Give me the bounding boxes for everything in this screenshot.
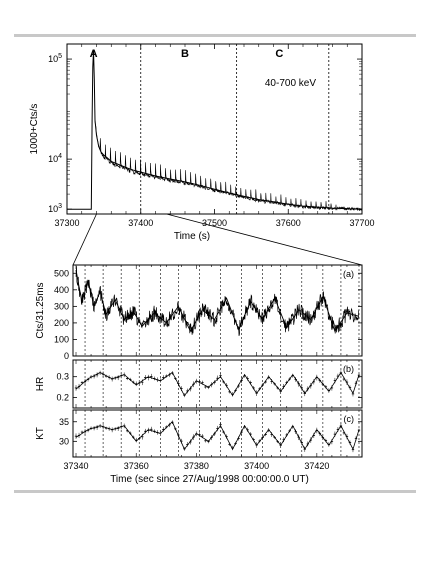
panel-c-temperature: 30 35 (c) KT 37340 37360 37380 37400 37420 Time (…: [35, 409, 363, 485]
bottom-x-tick-label: 37380: [184, 461, 209, 471]
panel-b-hardness-ratio: 0.2 0.3 (b) HR: [35, 359, 363, 409]
panel-a-y-tick-label: 0: [64, 351, 69, 361]
top-y-tick-base: 10: [48, 154, 58, 164]
bottom-border-rule: [14, 490, 416, 493]
top-light-curve-oscillations: [94, 121, 362, 211]
top-y-tick-base: 10: [48, 54, 58, 64]
panel-a-count-rate: 0 100 200 300 400 500 (a) Cts/31.25ms: [35, 264, 363, 361]
bottom-x-tick-label: 37360: [124, 461, 149, 471]
top-y-axis-title: 1000+Cts/s: [29, 104, 40, 155]
panel-a-y-tick-label: 100: [54, 334, 69, 344]
top-y-tick-label: 105: [48, 53, 62, 64]
top-x-tick-label: 37300: [54, 218, 79, 228]
panel-b-y-tick-label: 0.3: [56, 372, 69, 382]
bottom-x-tick-label: 37420: [304, 461, 329, 471]
energy-band-label: 40-700 keV: [265, 78, 316, 89]
panel-a-label: (a): [343, 269, 354, 279]
zoom-connector-right: [166, 213, 363, 266]
bottom-x-axis-title: Time (sec since 27/Aug/1998 00:00:00.0 U…: [110, 474, 309, 485]
top-y-tick-exponent: 4: [58, 153, 62, 160]
panel-b-y-tick-label: 0.2: [56, 393, 69, 403]
top-light-curve-envelope: [67, 50, 363, 210]
top-y-tick-label: 104: [48, 153, 62, 164]
panel-c-y-axis-title: KT: [35, 427, 46, 440]
segment-label-c: C: [275, 48, 283, 60]
panel-c-frame: [72, 409, 363, 458]
panel-c-y-tick-label: 35: [59, 417, 69, 427]
top-y-tick-exponent: 3: [58, 203, 62, 210]
bottom-x-tick-label: 37340: [63, 461, 88, 471]
top-x-tick-label: 37600: [276, 218, 301, 228]
top-y-tick-label: 103: [48, 203, 62, 214]
zoom-connector-left: [72, 213, 97, 266]
panel-a-y-tick-label: 300: [54, 301, 69, 311]
panel-a-y-tick-label: 500: [54, 268, 69, 278]
panel-b-y-axis-title: HR: [35, 377, 46, 391]
panel-a-series-envelope: [75, 269, 360, 333]
segment-label-b: B: [181, 48, 189, 60]
top-y-tick-base: 10: [48, 204, 58, 214]
panel-b-label: (b): [343, 364, 354, 374]
top-x-tick-label: 37500: [202, 218, 227, 228]
panel-c-label: (c): [344, 414, 355, 424]
panel-a-y-tick-label: 400: [54, 285, 69, 295]
zoom-connector-lines: [72, 213, 363, 266]
top-y-tick-exponent: 5: [58, 53, 62, 60]
panel-a-y-axis-title: Cts/31.25ms: [35, 282, 46, 338]
top-x-axis-title: Time (s): [174, 231, 210, 242]
panel-a-y-tick-label: 200: [54, 318, 69, 328]
panel-a-count-rate-curve: [75, 266, 360, 336]
bottom-x-tick-label: 37400: [244, 461, 269, 471]
panel-b-frame: [72, 359, 363, 409]
panel-a-frame: [72, 264, 363, 357]
top-border-rule: [14, 34, 416, 37]
panel-c-y-tick-label: 30: [59, 436, 69, 446]
top-x-tick-label: 37700: [349, 218, 374, 228]
top-plot-frame: [66, 43, 363, 215]
top-x-tick-label: 37400: [128, 218, 153, 228]
